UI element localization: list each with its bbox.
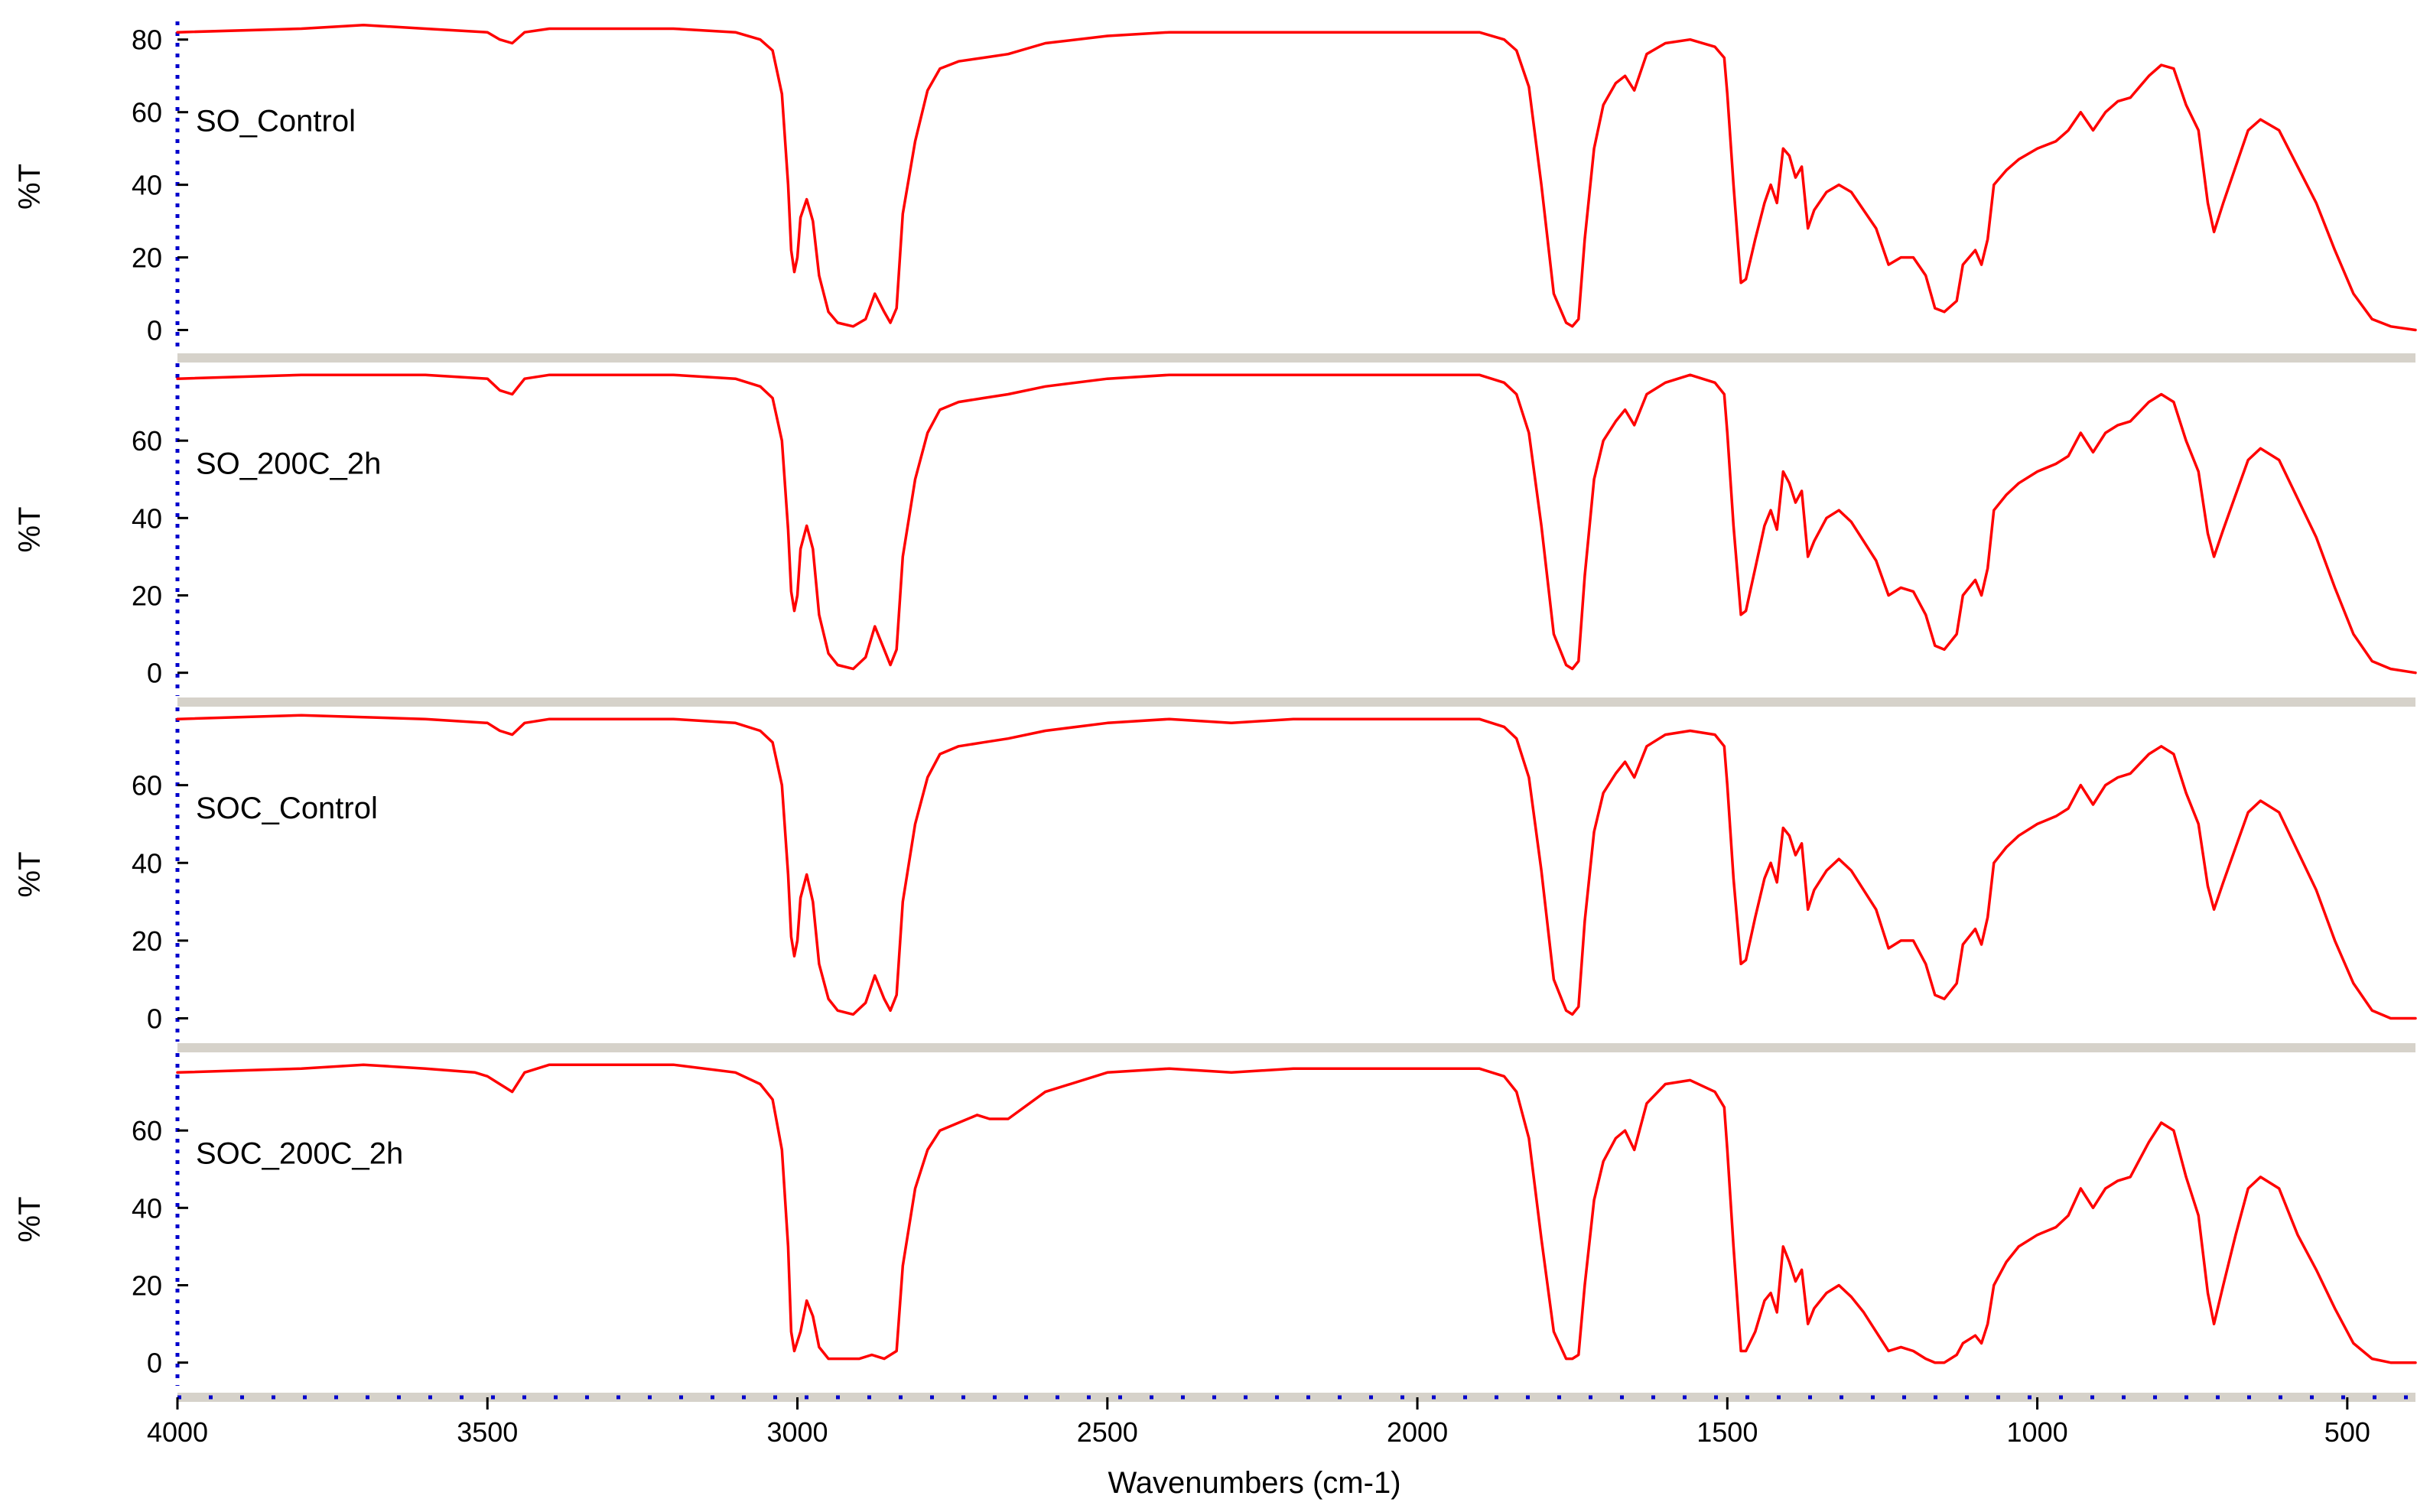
y-tick-label: 40 bbox=[132, 170, 162, 201]
y-tick-label: 40 bbox=[132, 847, 162, 879]
spectrum-line bbox=[176, 714, 2417, 1020]
y-tick-label: 0 bbox=[147, 1003, 162, 1035]
spectrum-line bbox=[176, 373, 2417, 675]
x-tick-label: 2000 bbox=[1387, 1416, 1448, 1448]
y-tick-label: 80 bbox=[132, 24, 162, 56]
spectrum-line bbox=[176, 1063, 2417, 1364]
x-tick-label: 1000 bbox=[2007, 1416, 2068, 1448]
panel-separator bbox=[177, 353, 2415, 363]
x-tick-label: 4000 bbox=[147, 1416, 208, 1448]
panel-label: SO_Control bbox=[196, 105, 356, 138]
spectrum-line bbox=[176, 23, 2417, 332]
spectrum-panel: 0 20 40 60 %T SO_200C_2h bbox=[13, 363, 2417, 696]
spectrum-panel: 0 20 40 60 %T SOC_200C_2h bbox=[13, 1053, 2417, 1386]
y-tick-label: 0 bbox=[147, 1348, 162, 1379]
y-axis-title: %T bbox=[13, 1197, 47, 1243]
panel-separator bbox=[177, 697, 2415, 707]
y-axis-title: %T bbox=[13, 164, 47, 210]
y-tick-label: 0 bbox=[147, 658, 162, 689]
y-axis-title: %T bbox=[13, 507, 47, 553]
y-tick-label: 20 bbox=[132, 580, 162, 611]
y-tick-label: 40 bbox=[132, 1192, 162, 1224]
y-tick-label: 20 bbox=[132, 925, 162, 957]
spectrum-panel: 0 20 40 60 80 %T SO_Control bbox=[13, 21, 2417, 352]
x-tick-label: 3500 bbox=[457, 1416, 518, 1448]
x-tick-label: 3000 bbox=[766, 1416, 828, 1448]
x-axis-title: Wavenumbers (cm-1) bbox=[1108, 1466, 1400, 1500]
y-axis-title: %T bbox=[13, 852, 47, 898]
spectrum-panel: 0 20 40 60 %T SOC_Control bbox=[13, 707, 2417, 1042]
spectrum-panels: 0 20 40 60 80 %T SO_Control 0 20 40 60 %T SO_200C_2h… bbox=[13, 21, 2417, 1386]
panel-separator bbox=[177, 1043, 2415, 1052]
y-tick-label: 40 bbox=[132, 502, 162, 534]
y-tick-label: 60 bbox=[132, 425, 162, 457]
x-tick-label: 2500 bbox=[1077, 1416, 1138, 1448]
x-axis-bar bbox=[177, 1393, 2415, 1402]
panel-label: SO_200C_2h bbox=[196, 447, 381, 481]
y-tick-label: 60 bbox=[132, 1115, 162, 1146]
y-tick-label: 20 bbox=[132, 242, 162, 274]
y-tick-label: 0 bbox=[147, 315, 162, 346]
panel-label: SOC_Control bbox=[196, 792, 378, 825]
x-axis: 4000 3500 3000 2500 2000 1500 1000 500 bbox=[147, 1393, 2415, 1448]
y-tick-label: 60 bbox=[132, 770, 162, 802]
y-tick-label: 60 bbox=[132, 97, 162, 128]
panel-label: SOC_200C_2h bbox=[196, 1137, 403, 1171]
x-tick-label: 500 bbox=[2324, 1416, 2370, 1448]
y-tick-label: 20 bbox=[132, 1270, 162, 1301]
x-tick-label: 1500 bbox=[1696, 1416, 1758, 1448]
